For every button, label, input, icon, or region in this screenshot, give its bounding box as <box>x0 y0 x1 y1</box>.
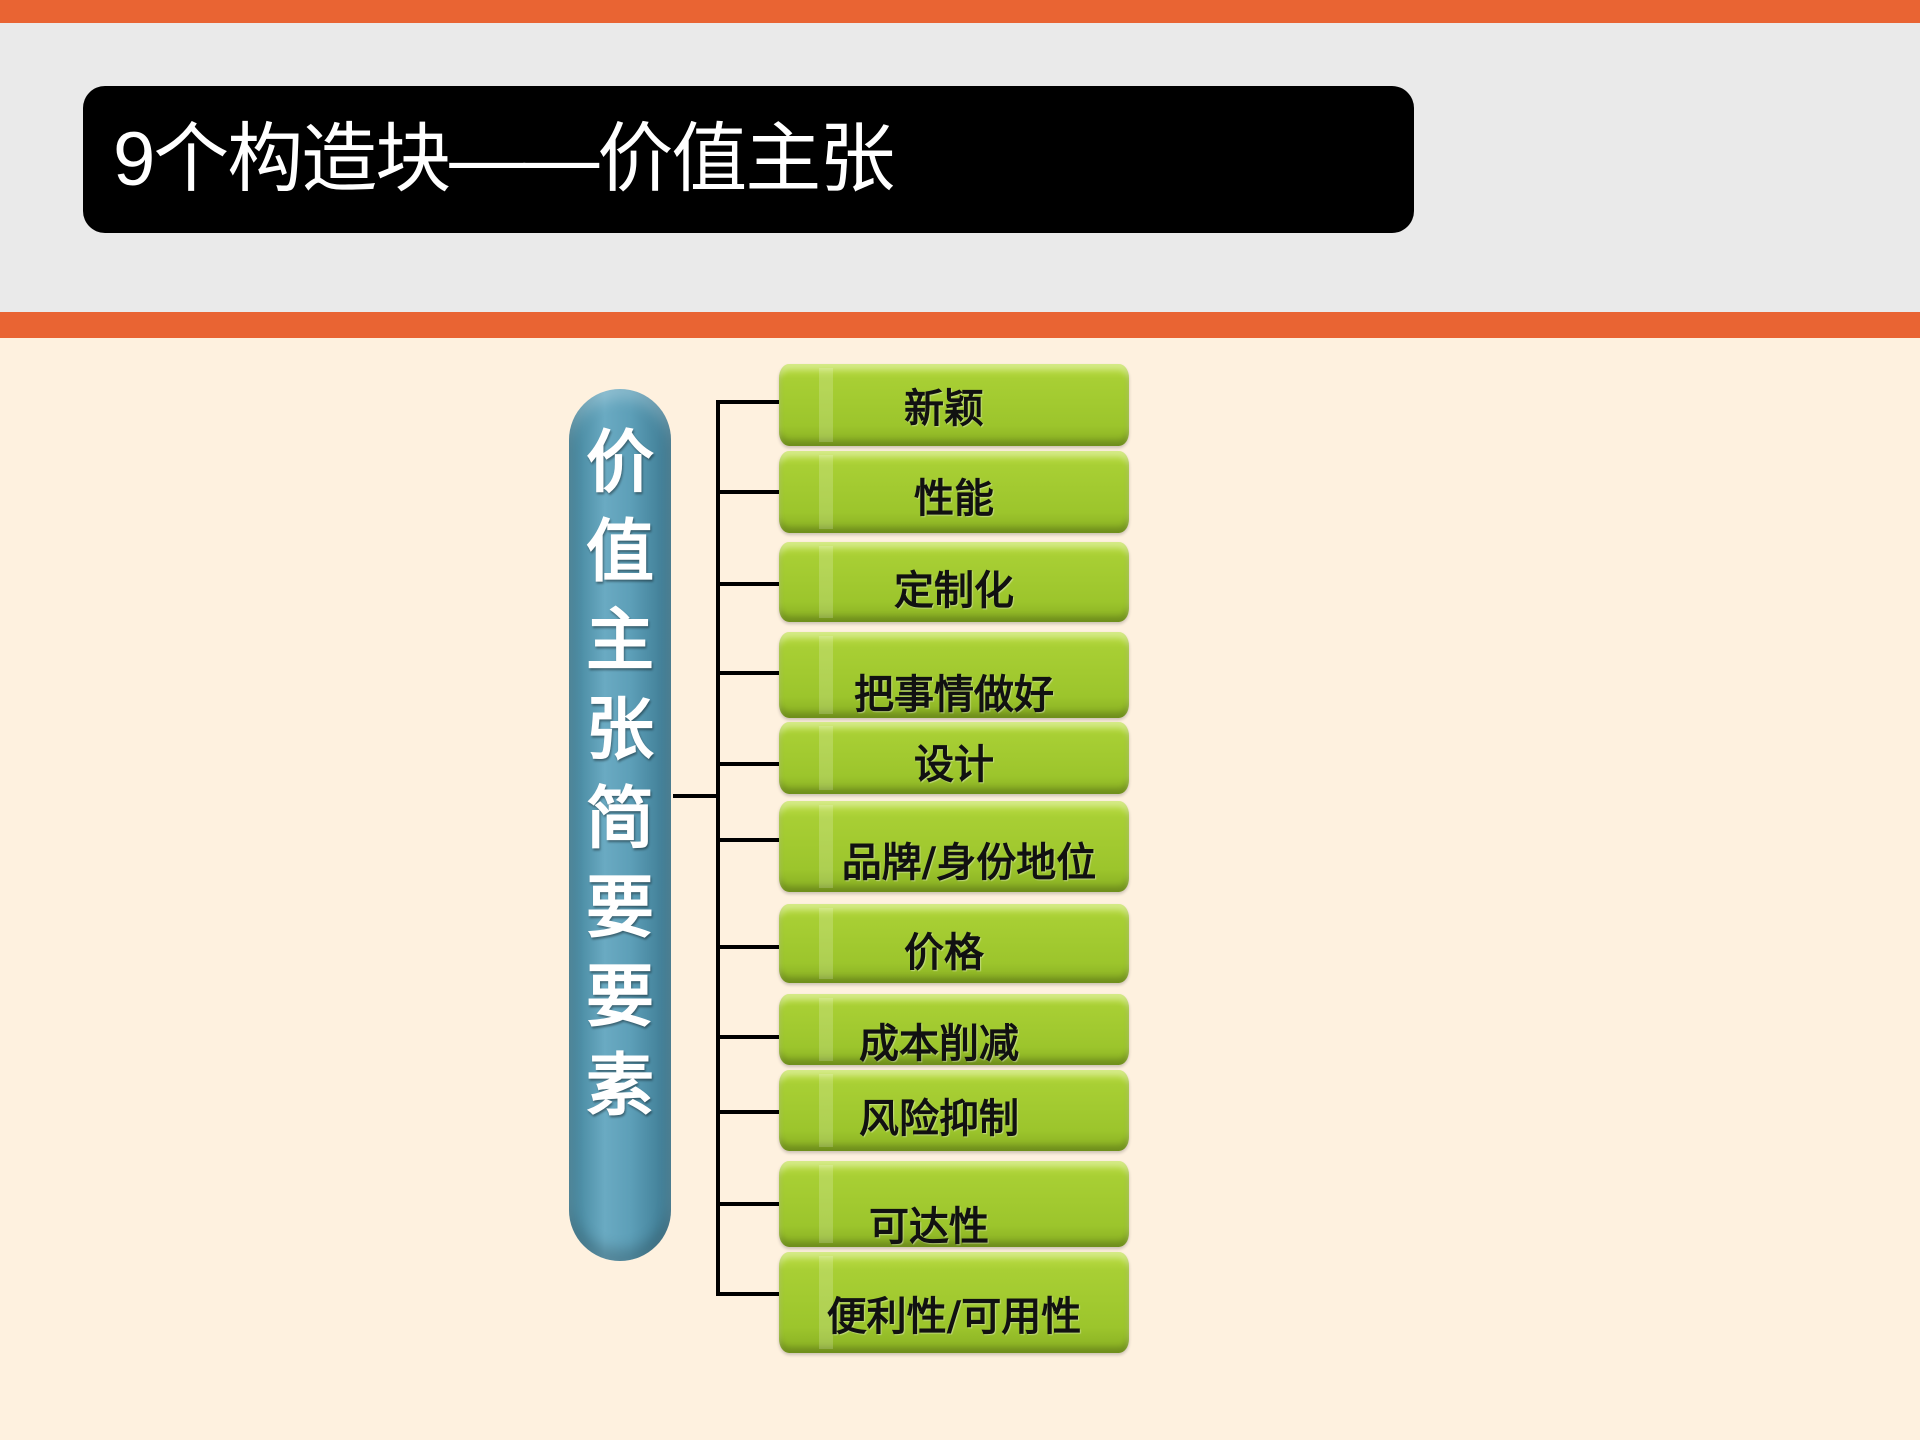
slide-title: 9个构造块——价值主张 <box>113 117 895 202</box>
branch-connector <box>716 838 781 842</box>
value-element-label: 定制化 <box>894 567 1014 614</box>
value-element-label: 风险抑制 <box>859 1095 1019 1142</box>
branch-connector <box>716 1202 781 1206</box>
root-node-label: 价值主张简要要素 <box>585 423 654 1126</box>
value-element-item: 价格 <box>779 904 1129 983</box>
value-element-item: 便利性/可用性 <box>779 1252 1129 1353</box>
branch-connector <box>716 945 781 949</box>
value-element-label: 品牌/身份地位 <box>841 839 1097 886</box>
branch-connector <box>716 671 781 675</box>
value-element-item: 设计 <box>779 722 1129 794</box>
value-element-label: 设计 <box>914 741 994 788</box>
value-element-item: 性能 <box>779 451 1129 533</box>
value-element-item: 新颖 <box>779 364 1129 446</box>
branch-connector <box>716 1035 781 1039</box>
value-element-label: 新颖 <box>904 385 984 432</box>
branch-connector <box>716 1110 781 1114</box>
value-element-item: 品牌/身份地位 <box>779 801 1129 892</box>
branch-connector <box>716 490 781 494</box>
branch-connector <box>716 582 781 586</box>
value-element-label: 便利性/可用性 <box>826 1293 1082 1340</box>
branch-connector <box>716 1292 781 1296</box>
value-element-label: 把事情做好 <box>854 671 1054 718</box>
value-element-item: 可达性 <box>779 1161 1129 1250</box>
title-box: 9个构造块——价值主张 <box>83 86 1414 233</box>
bracket-spine <box>716 400 720 1296</box>
branch-connector <box>716 762 781 766</box>
branch-connector <box>716 400 781 404</box>
value-element-item: 把事情做好 <box>779 632 1129 718</box>
value-element-item: 成本削减 <box>779 994 1129 1067</box>
value-element-label: 价格 <box>904 929 984 976</box>
root-connector <box>673 794 720 798</box>
value-element-item: 风险抑制 <box>779 1070 1129 1151</box>
root-node: 价值主张简要要素 <box>569 389 671 1261</box>
value-element-label: 性能 <box>914 475 994 522</box>
top-accent-bar <box>0 0 1920 23</box>
header-divider-bar <box>0 312 1920 338</box>
value-element-label: 成本削减 <box>859 1020 1019 1067</box>
value-element-label: 可达性 <box>869 1203 989 1250</box>
value-element-item: 定制化 <box>779 542 1129 622</box>
